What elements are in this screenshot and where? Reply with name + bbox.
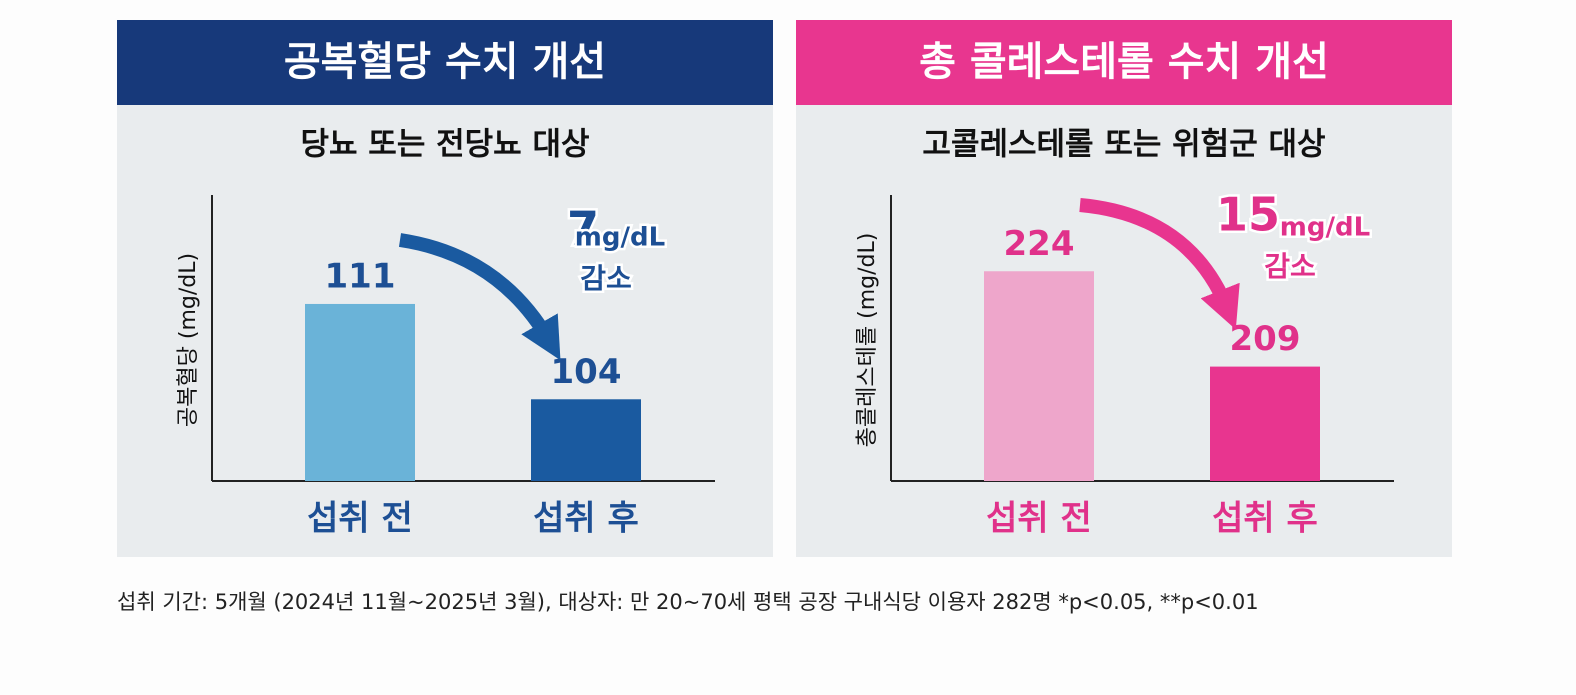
annotation-unit: mg/dL bbox=[1280, 213, 1370, 243]
title-band bbox=[796, 20, 1452, 105]
panel-background bbox=[796, 105, 1452, 557]
y-axis-label: 공복혈당 (mg/dL) bbox=[176, 253, 201, 427]
value-label: 209 bbox=[1230, 319, 1301, 359]
chart-title: 총 콜레스테롤 수치 개선 bbox=[919, 39, 1329, 85]
bar bbox=[305, 303, 415, 481]
bar bbox=[984, 271, 1094, 481]
annotation-unit: mg/dL bbox=[575, 223, 665, 253]
trend-arrow bbox=[398, 233, 561, 361]
chart-title: 공복혈당 수치 개선 bbox=[284, 39, 606, 85]
chart-subtitle: 고콜레스테롤 또는 위험군 대상 bbox=[922, 127, 1325, 163]
category-label: 섭취 후 bbox=[533, 499, 639, 539]
value-label: 104 bbox=[551, 352, 622, 392]
title-band bbox=[117, 20, 773, 105]
panel-background bbox=[117, 105, 773, 557]
annotation-text: 감소 bbox=[580, 262, 632, 295]
bar bbox=[531, 399, 641, 481]
chart-subtitle: 당뇨 또는 전당뇨 대상 bbox=[300, 127, 589, 163]
bar bbox=[1210, 366, 1320, 481]
trend-arrow bbox=[1079, 198, 1240, 330]
value-label: 224 bbox=[1004, 224, 1075, 264]
category-label: 섭취 전 bbox=[986, 499, 1092, 539]
y-axis-label: 총콜레스테롤 (mg/dL) bbox=[855, 233, 880, 448]
category-label: 섭취 후 bbox=[1212, 499, 1318, 539]
annotation-number: 7 bbox=[567, 202, 599, 256]
category-label: 섭취 전 bbox=[307, 499, 413, 539]
footnote: 섭취 기간: 5개월 (2024년 11월~2025년 3월), 대상자: 만 … bbox=[117, 590, 1259, 614]
value-label: 111 bbox=[325, 256, 396, 296]
annotation-number: 15 bbox=[1216, 188, 1280, 242]
annotation-text: 감소 bbox=[1264, 250, 1316, 283]
